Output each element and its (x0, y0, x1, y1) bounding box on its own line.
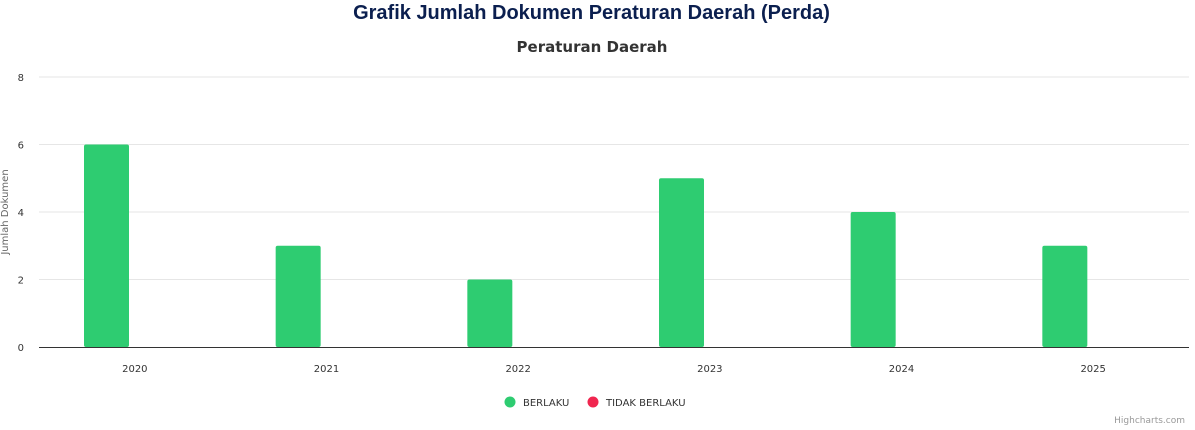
y-tick-label: 0 (18, 343, 24, 354)
x-axis-ticks: 2020 2021 2022 2023 2024 2025 (122, 364, 1106, 375)
legend-label: BERLAKU (523, 398, 569, 409)
x-tick-label: 2022 (505, 364, 530, 375)
bars (84, 144, 1088, 347)
bar-berlaku (659, 178, 704, 347)
bar-berlaku (850, 212, 896, 347)
bar-berlaku (84, 144, 129, 347)
gridlines (39, 76, 1189, 280)
legend-label: TIDAK BERLAKU (605, 398, 686, 409)
y-tick-label: 2 (18, 276, 24, 287)
credits-link[interactable]: Highcharts.com (1114, 416, 1185, 426)
y-tick-label: 6 (18, 141, 24, 152)
x-tick-label: 2023 (697, 364, 722, 375)
x-tick-label: 2024 (889, 364, 914, 375)
x-tick-label: 2020 (122, 364, 147, 375)
legend[interactable]: BERLAKU TIDAK BERLAKU (504, 396, 686, 410)
page-title: Grafik Jumlah Dokumen Peraturan Daerah (… (353, 2, 830, 24)
bar-berlaku (275, 245, 321, 347)
y-tick-label: 4 (18, 208, 24, 219)
bar-berlaku (467, 279, 513, 347)
y-axis-title: Jumlah Dokumen (0, 169, 11, 255)
y-axis-ticks: 0 2 4 6 8 (18, 73, 24, 354)
legend-symbol (504, 396, 516, 408)
bar-berlaku (1042, 245, 1088, 347)
legend-item[interactable]: TIDAK BERLAKU (587, 396, 686, 410)
legend-symbol (587, 396, 599, 408)
chart-title: Peraturan Daerah (517, 38, 668, 56)
x-tick-label: 2021 (314, 364, 339, 375)
y-tick-label: 8 (18, 73, 24, 84)
legend-item[interactable]: BERLAKU (504, 396, 570, 410)
x-tick-label: 2025 (1080, 364, 1105, 375)
